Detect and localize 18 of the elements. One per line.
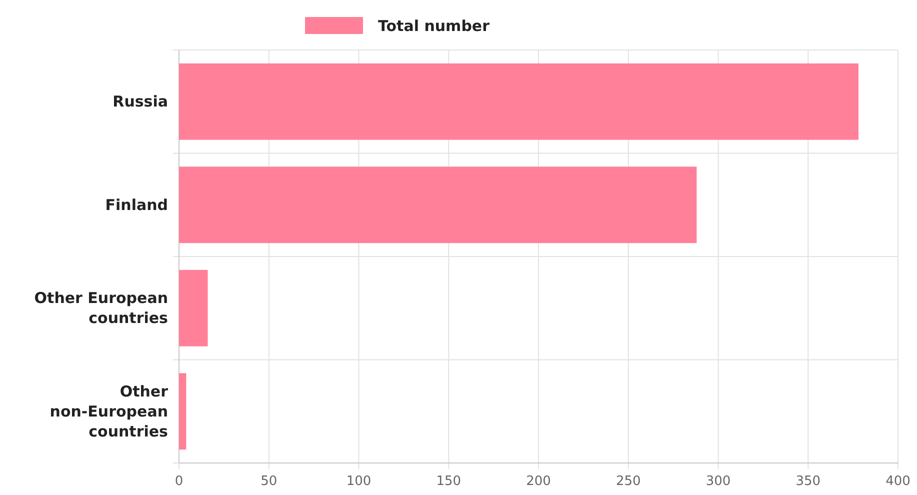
legend-label: Total number — [378, 17, 490, 35]
x-tick-label: 100 — [346, 474, 372, 489]
x-tick-label: 400 — [886, 474, 910, 489]
y-tick-label: Other non-European countries — [50, 382, 169, 440]
x-tick-label: 300 — [706, 474, 731, 489]
x-tick-label: 350 — [796, 474, 821, 489]
bar — [179, 373, 186, 450]
y-tick-label: Russia — [112, 92, 168, 111]
x-tick-label: 150 — [436, 474, 462, 489]
x-tick-label: 200 — [526, 474, 551, 489]
bar — [179, 63, 858, 140]
bar — [179, 166, 697, 244]
x-tick-label: 50 — [260, 474, 278, 489]
y-tick-label: Other European countries — [34, 289, 168, 328]
x-tick-label: 0 — [174, 474, 184, 489]
x-tick-label: 250 — [616, 474, 641, 489]
bar — [179, 270, 208, 346]
y-tick-label: Finland — [105, 196, 168, 214]
